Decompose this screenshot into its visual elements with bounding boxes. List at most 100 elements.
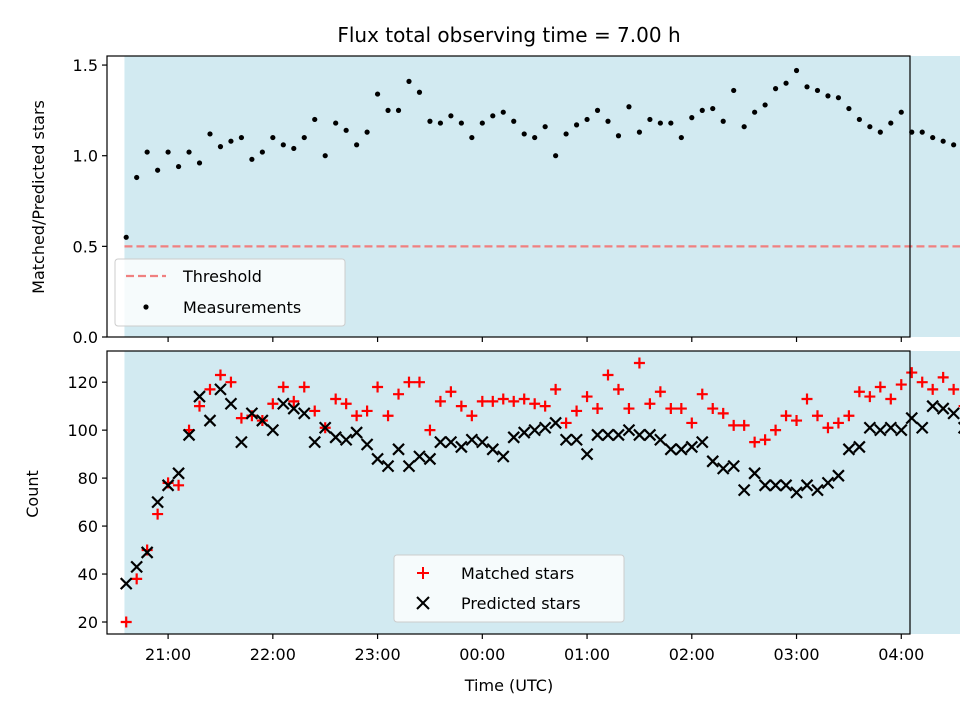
predicted-star-point	[580, 447, 594, 461]
predicted-star-point	[591, 428, 604, 442]
measurement-point	[207, 131, 213, 137]
predicted-star-point	[779, 479, 793, 492]
matched-star-point	[874, 381, 886, 393]
matched-star-point	[309, 405, 321, 417]
predicted-star-point	[245, 407, 259, 420]
measurement-point	[563, 131, 569, 137]
matched-star-point	[445, 386, 457, 398]
predicted-star-point	[172, 467, 185, 480]
predicted-star-point	[277, 397, 290, 411]
predicted-star-point	[203, 414, 217, 427]
matched-star-point	[581, 391, 593, 403]
matched-star-point	[393, 388, 405, 400]
predicted-star-point	[727, 459, 740, 473]
matched-star-point	[152, 508, 164, 520]
measurement-point	[333, 120, 339, 126]
matched-star-point	[277, 381, 289, 393]
measurement-point	[186, 149, 192, 155]
top-legend-box	[114, 258, 346, 327]
measurement-point	[270, 134, 276, 141]
measurement-point	[888, 120, 894, 126]
measurement-point	[511, 118, 517, 124]
predicted-star-point	[434, 435, 447, 449]
measurement-point	[196, 160, 203, 166]
matched-star-point	[832, 417, 844, 429]
bottom-y-ticks: 20 40 60 80 100 120	[67, 373, 107, 632]
bottom-axes-frame	[106, 350, 911, 635]
predicted-star-point	[329, 431, 342, 444]
measurement-point	[448, 113, 454, 119]
matched-star-point	[906, 367, 918, 379]
measurement-point	[291, 145, 297, 152]
matched-star-point	[707, 403, 719, 415]
y-tick-label: 80	[78, 469, 98, 488]
predicted-star-point	[800, 479, 814, 492]
matched-star-point	[340, 398, 352, 410]
x-axis-label: Time (UTC)	[464, 676, 553, 695]
measurement-point	[710, 105, 716, 112]
measurement-point	[155, 167, 161, 173]
x-tick-label: 23:00	[355, 645, 401, 664]
bottom-panel: 20 40 60 80 100 120 21:00 22:00 23:00 00:00 01:00…	[23, 350, 960, 695]
measurement-point	[437, 120, 444, 126]
predicted-star-point	[371, 452, 384, 466]
predicted-star-point	[224, 397, 238, 411]
measurement-point	[615, 133, 622, 139]
matched-star-point	[717, 407, 729, 419]
predicted-star-point	[297, 407, 311, 420]
predicted-star-point	[905, 411, 919, 425]
predicted-star-point	[193, 390, 206, 403]
predicted-star-point	[528, 423, 541, 437]
matched-star-point	[487, 395, 499, 407]
matched-star-point	[131, 573, 143, 585]
predicted-star-point	[235, 435, 248, 449]
legend-predicted-label: Predicted stars	[461, 594, 581, 613]
measurement-point	[772, 86, 779, 92]
predicted-star-point	[465, 433, 479, 447]
legend-predicted-swatch	[416, 596, 430, 610]
matched-star-point	[612, 383, 624, 395]
x-tick-label: 00:00	[459, 645, 505, 664]
measurement-point	[144, 149, 150, 155]
predicted-star-point	[884, 421, 898, 435]
measurement-point	[814, 87, 821, 94]
matched-star-point	[361, 405, 373, 417]
chart-title: Flux total observing time = 7.00 h	[337, 23, 680, 47]
predicted-star-point	[119, 577, 133, 590]
matched-star-point	[602, 369, 614, 381]
predicted-star-point	[339, 433, 353, 447]
predicted-star-point	[182, 428, 196, 442]
predicted-star-point	[496, 450, 510, 463]
measurement-point	[322, 153, 328, 159]
predicted-star-point	[821, 476, 835, 490]
predicted-star-point	[413, 450, 426, 463]
predicted-star-point	[161, 479, 175, 492]
y-tick-label: 1.5	[73, 56, 98, 75]
matched-star-point	[780, 410, 792, 422]
top-axes-frame	[106, 55, 911, 338]
matched-star-point	[853, 386, 865, 398]
matched-star-point	[759, 434, 771, 446]
matched-star-point	[623, 403, 635, 415]
measurement-points	[123, 67, 957, 240]
matched-star-point	[864, 391, 876, 403]
predicted-star-point	[874, 423, 887, 437]
measurement-point	[469, 134, 475, 141]
predicted-star-point	[256, 414, 269, 427]
measurement-point	[573, 122, 580, 128]
measurement-point	[479, 120, 485, 126]
predicted-star-point	[758, 479, 772, 492]
predicted-star-point	[140, 546, 154, 559]
y-tick-label: 1.0	[73, 147, 98, 166]
measurement-point	[835, 95, 842, 101]
measurement-point	[364, 129, 370, 135]
x-tick-label: 03:00	[773, 645, 819, 664]
predicted-star-point	[894, 423, 908, 437]
y-tick-label: 40	[78, 565, 98, 584]
matched-star-point	[843, 410, 855, 422]
bottom-legend: Matched stars Predicted stars	[393, 554, 625, 623]
matched-star-point	[728, 419, 740, 431]
measurement-point	[395, 107, 402, 113]
legend-matched-label: Matched stars	[461, 564, 574, 583]
x-tick-label: 21:00	[145, 645, 191, 664]
